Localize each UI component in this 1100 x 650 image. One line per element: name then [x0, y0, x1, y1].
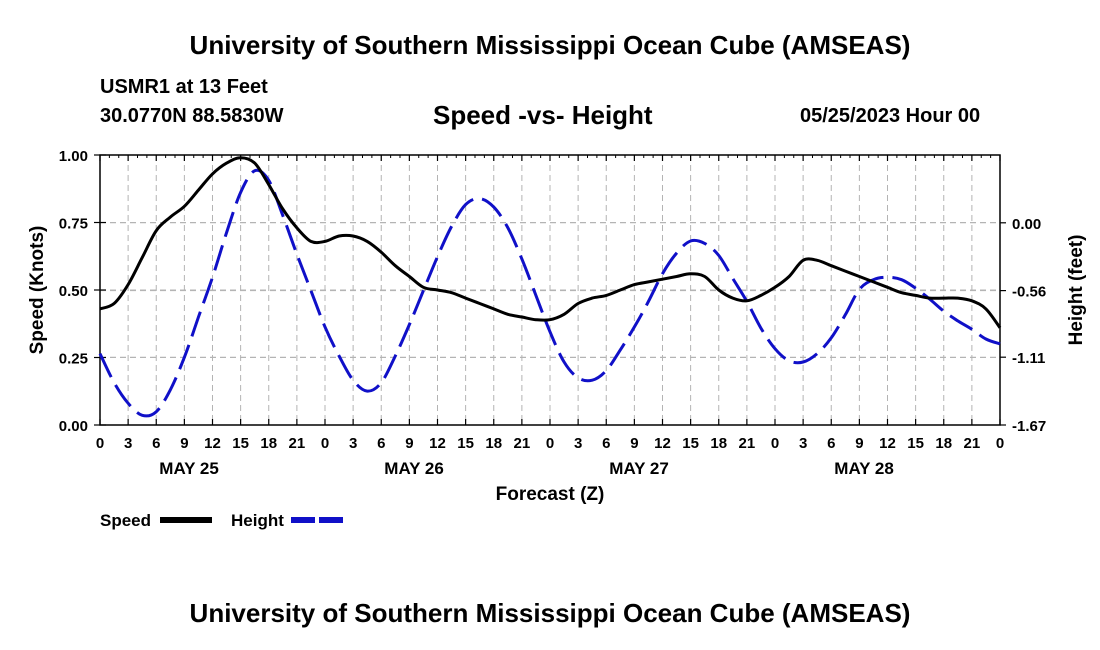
station-label: USMR1 at 13 Feet: [100, 76, 268, 98]
speed-height-chart: 0 3 6 9 12 15 18 21 0 3 6 9 12 15 18 21 0 3 6 9 12 15 18 21 0 3 6 9…: [27, 148, 1087, 530]
day-label: MAY 26: [384, 459, 444, 478]
page-title: University of Southern Mississippi Ocean…: [189, 30, 911, 60]
axis-ticks: [94, 154, 1006, 426]
x-tick-label: 21: [289, 435, 306, 452]
x-tick-label: 0: [996, 435, 1004, 452]
x-tick-label: 18: [710, 435, 727, 452]
forecast-datetime: 05/25/2023 Hour 00: [800, 105, 981, 127]
x-tick-label: 9: [405, 435, 413, 452]
y2-tick-label: -1.11: [1012, 350, 1045, 367]
x-tick-label: 6: [152, 435, 160, 452]
speed-series-line: [99, 156, 1002, 329]
y-axis-title: Speed (Knots): [27, 226, 48, 355]
day-label: MAY 25: [159, 459, 219, 478]
y-tick-label: 0.50: [59, 283, 88, 300]
legend-label-speed: Speed: [100, 511, 151, 530]
height-series-line: [98, 168, 1001, 418]
x-tick-label: 0: [96, 435, 104, 452]
grid-lines: [100, 155, 1000, 426]
y2-tick-label: 0.00: [1012, 216, 1041, 233]
x-tick-label: 18: [260, 435, 277, 452]
x-tick-label: 6: [377, 435, 385, 452]
x-tick-label: 0: [771, 435, 779, 452]
series-lines: [98, 156, 1002, 418]
y-tick-label: 0.00: [59, 418, 88, 435]
day-label: MAY 27: [609, 459, 669, 478]
x-tick-label: 15: [457, 435, 474, 452]
x-tick-label: 9: [630, 435, 638, 452]
x-tick-label: 0: [546, 435, 554, 452]
x-tick-label: 18: [935, 435, 952, 452]
x-tick-label: 12: [654, 435, 671, 452]
y-tick-label: 0.25: [59, 351, 88, 368]
x-tick-label: 21: [964, 435, 981, 452]
x-tick-label: 15: [232, 435, 249, 452]
y-tick-label: 0.75: [59, 216, 88, 233]
x-tick-label: 18: [485, 435, 502, 452]
x-tick-label: 3: [799, 435, 807, 452]
x-tick-label: 3: [574, 435, 582, 452]
axis-labels: 0 3 6 9 12 15 18 21 0 3 6 9 12 15 18 21 0 3 6 9 12 15 18 21 0 3 6 9…: [27, 148, 1087, 505]
legend-label-height: Height: [231, 511, 284, 530]
x-axis-title: Forecast (Z): [496, 484, 605, 505]
footer-title: University of Southern Mississippi Ocean…: [189, 598, 911, 628]
x-tick-label: 9: [855, 435, 863, 452]
x-tick-label: 12: [879, 435, 896, 452]
day-label: MAY 28: [834, 459, 894, 478]
chart-title: Speed -vs- Height: [433, 100, 653, 130]
x-tick-label: 3: [124, 435, 132, 452]
x-tick-label: 6: [827, 435, 835, 452]
x-tick-label: 15: [907, 435, 924, 452]
x-tick-label: 9: [180, 435, 188, 452]
y2-axis-title: Height (feet): [1066, 235, 1087, 346]
legend: Speed Height: [100, 511, 343, 530]
x-tick-label: 3: [349, 435, 357, 452]
x-tick-label: 6: [602, 435, 610, 452]
x-tick-label: 21: [739, 435, 756, 452]
coordinates-label: 30.0770N 88.5830W: [100, 105, 284, 127]
y-tick-label: 1.00: [59, 148, 88, 165]
x-tick-label: 12: [429, 435, 446, 452]
x-tick-label: 15: [682, 435, 699, 452]
x-tick-label: 0: [321, 435, 329, 452]
x-tick-label: 21: [514, 435, 531, 452]
y2-tick-label: -0.56: [1012, 284, 1046, 301]
x-tick-label: 12: [204, 435, 221, 452]
y2-tick-label: -1.67: [1012, 418, 1046, 435]
